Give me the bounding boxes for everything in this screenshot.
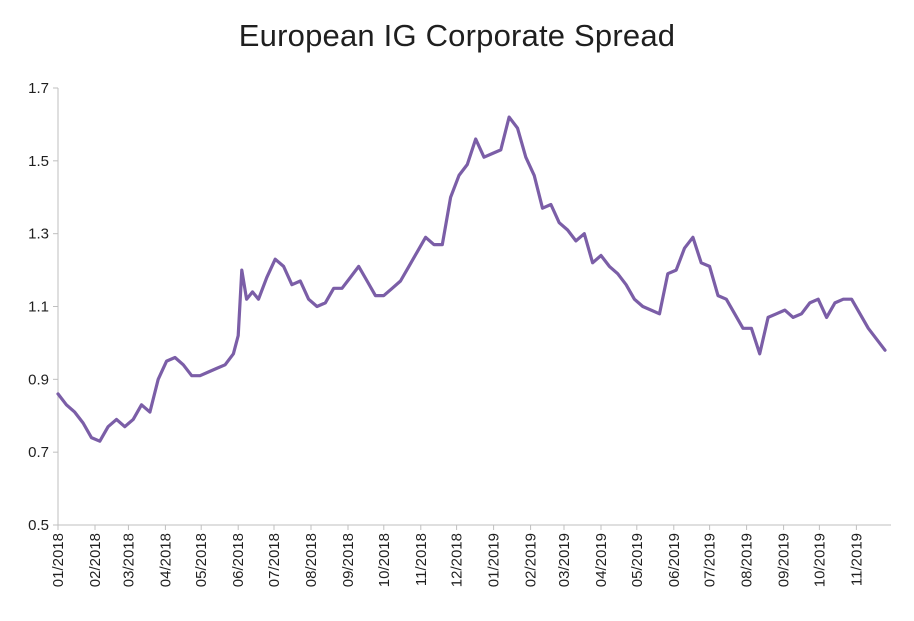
y-tick-label: 0.9 xyxy=(28,371,49,388)
x-tick-label: 09/2018 xyxy=(340,533,357,587)
y-tick-label: 0.5 xyxy=(28,517,49,534)
x-tick-label: 01/2018 xyxy=(50,533,67,587)
y-axis-ticks: 0.5 0.7 0.9 1.1 1.3 1.5 1.7 xyxy=(28,80,58,534)
x-tick-label: 09/2019 xyxy=(776,533,793,587)
x-tick-label: 07/2018 xyxy=(266,533,283,587)
y-tick-label: 0.7 xyxy=(28,444,49,461)
y-tick-label: 1.7 xyxy=(28,80,49,97)
axes xyxy=(57,88,891,526)
x-tick-label: 11/2018 xyxy=(413,533,430,586)
x-tick-label: 10/2018 xyxy=(376,533,393,587)
y-tick-label: 1.1 xyxy=(28,299,49,316)
y-tick-label: 1.3 xyxy=(28,226,49,243)
x-tick-label: 03/2018 xyxy=(120,533,137,587)
y-tick-label: 1.5 xyxy=(28,153,49,170)
x-tick-label: 02/2019 xyxy=(523,533,540,587)
x-tick-label: 06/2019 xyxy=(666,533,683,587)
x-axis-ticks: 01/2018 02/2018 03/2018 04/2018 05/2018 06/20… xyxy=(50,525,865,587)
series-points-0 xyxy=(58,117,885,441)
x-tick-label: 10/2019 xyxy=(811,533,828,587)
series-layer xyxy=(56,115,887,443)
x-tick-label: 05/2019 xyxy=(629,533,646,587)
x-tick-label: 12/2018 xyxy=(449,533,466,587)
x-tick-label: 04/2019 xyxy=(593,533,610,587)
series-line-0 xyxy=(56,115,887,443)
x-tick-label: 08/2018 xyxy=(303,533,320,587)
x-tick-label: 11/2019 xyxy=(848,533,865,586)
x-tick-label: 07/2019 xyxy=(702,533,719,587)
x-tick-label: 06/2018 xyxy=(230,533,247,587)
x-tick-label: 05/2018 xyxy=(193,533,210,587)
x-tick-label: 08/2019 xyxy=(739,533,756,587)
x-tick-label: 02/2018 xyxy=(87,533,104,587)
x-tick-label: 04/2018 xyxy=(157,533,174,587)
x-tick-label: 01/2019 xyxy=(486,533,503,587)
x-tick-label: 03/2019 xyxy=(556,533,573,587)
chart-title: European IG Corporate Spread xyxy=(238,18,676,53)
